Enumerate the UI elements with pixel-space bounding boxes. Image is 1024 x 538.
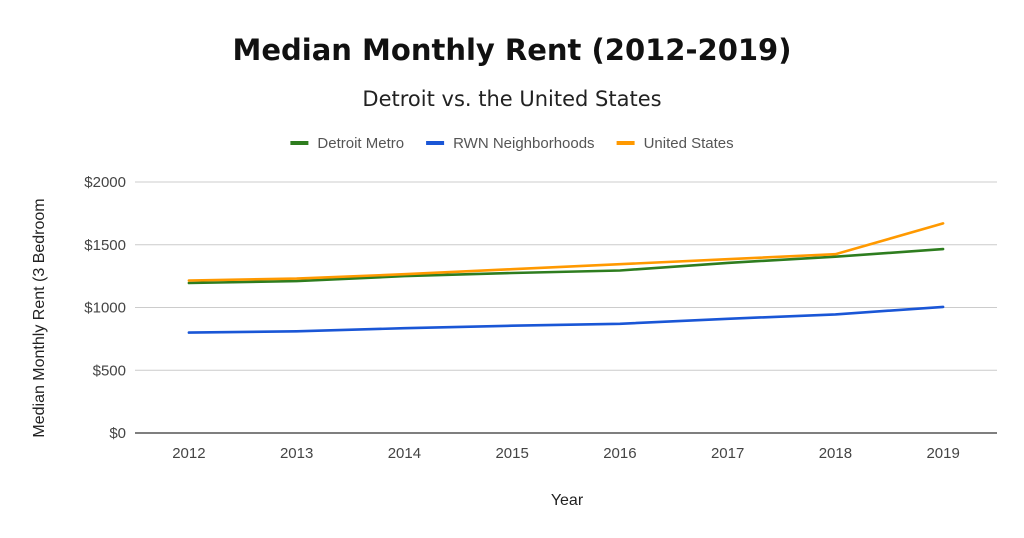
x-axis-title: Year	[551, 492, 584, 509]
y-tick-label: $500	[93, 362, 126, 379]
series-line-united-states	[187, 222, 945, 282]
y-tick-label: $1500	[84, 237, 126, 254]
y-tick-label: $1000	[84, 300, 126, 317]
y-axis-ticks: $0 $500 $1000 $1500 $2000	[84, 174, 126, 442]
series-line-detroit-metro	[187, 247, 945, 285]
x-tick-label: 2017	[711, 445, 744, 462]
series-lines	[187, 222, 945, 334]
chart-subtitle: Detroit vs. the United States	[362, 87, 661, 111]
legend: Detroit Metro RWN Neighborhoods United Sta…	[290, 135, 734, 152]
chart-title: Median Monthly Rent (2012-2019)	[233, 33, 792, 67]
legend-item: RWN Neighborhoods	[426, 135, 595, 152]
x-axis-ticks: 2012 2013 2014 2015 2016 2017 2018 2019	[172, 445, 960, 462]
legend-label: United States	[644, 135, 734, 152]
legend-item: Detroit Metro	[290, 135, 404, 152]
x-tick-label: 2016	[603, 445, 636, 462]
legend-label: Detroit Metro	[317, 135, 404, 152]
y-tick-label: $2000	[84, 174, 126, 191]
y-axis-title: Median Monthly Rent (3 Bedroom	[31, 198, 48, 437]
x-tick-label: 2012	[172, 445, 205, 462]
legend-label: RWN Neighborhoods	[453, 135, 594, 152]
y-tick-label: $0	[109, 425, 126, 442]
x-tick-label: 2014	[388, 445, 421, 462]
legend-item: United States	[616, 135, 734, 152]
x-tick-label: 2015	[495, 445, 528, 462]
x-tick-label: 2013	[280, 445, 313, 462]
x-tick-label: 2019	[926, 445, 959, 462]
series-line-rwn-neighborhoods	[187, 305, 945, 334]
gridlines	[135, 181, 997, 434]
x-tick-label: 2018	[819, 445, 852, 462]
